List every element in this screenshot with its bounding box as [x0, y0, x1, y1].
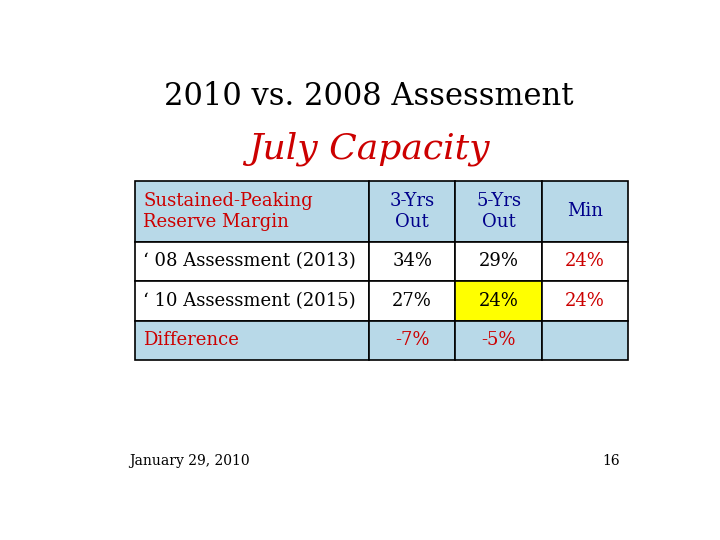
Bar	[135, 241, 369, 281]
Bar	[542, 241, 629, 281]
Text: 27%: 27%	[392, 292, 432, 310]
Bar	[135, 281, 369, 321]
Bar	[369, 241, 456, 281]
Text: 29%: 29%	[479, 252, 518, 270]
Bar	[456, 241, 542, 281]
Bar	[542, 281, 629, 321]
Text: 24%: 24%	[565, 252, 606, 270]
Bar	[135, 321, 369, 360]
Text: 2010 vs. 2008 Assessment: 2010 vs. 2008 Assessment	[164, 82, 574, 112]
Bar	[369, 181, 456, 241]
Text: January 29, 2010: January 29, 2010	[129, 454, 250, 468]
Bar	[456, 321, 542, 360]
Bar	[456, 181, 542, 241]
Text: 16: 16	[603, 454, 620, 468]
Text: -5%: -5%	[482, 331, 516, 349]
Text: ‘ 10 Assessment (2015): ‘ 10 Assessment (2015)	[143, 292, 356, 310]
Bar	[135, 181, 369, 241]
Bar	[542, 181, 629, 241]
Text: 24%: 24%	[479, 292, 518, 310]
Text: 34%: 34%	[392, 252, 432, 270]
Text: 5-Yrs
Out: 5-Yrs Out	[476, 192, 521, 231]
Text: Min: Min	[567, 202, 603, 220]
Bar	[369, 281, 456, 321]
Text: July Capacity: July Capacity	[248, 131, 490, 166]
Text: Sustained-Peaking
Reserve Margin: Sustained-Peaking Reserve Margin	[143, 192, 312, 231]
Bar	[542, 321, 629, 360]
Text: 3-Yrs
Out: 3-Yrs Out	[390, 192, 435, 231]
Text: Difference: Difference	[143, 331, 239, 349]
Bar	[369, 321, 456, 360]
Bar	[456, 281, 542, 321]
Text: -7%: -7%	[395, 331, 430, 349]
Text: 24%: 24%	[565, 292, 606, 310]
Text: ‘ 08 Assessment (2013): ‘ 08 Assessment (2013)	[143, 252, 356, 270]
